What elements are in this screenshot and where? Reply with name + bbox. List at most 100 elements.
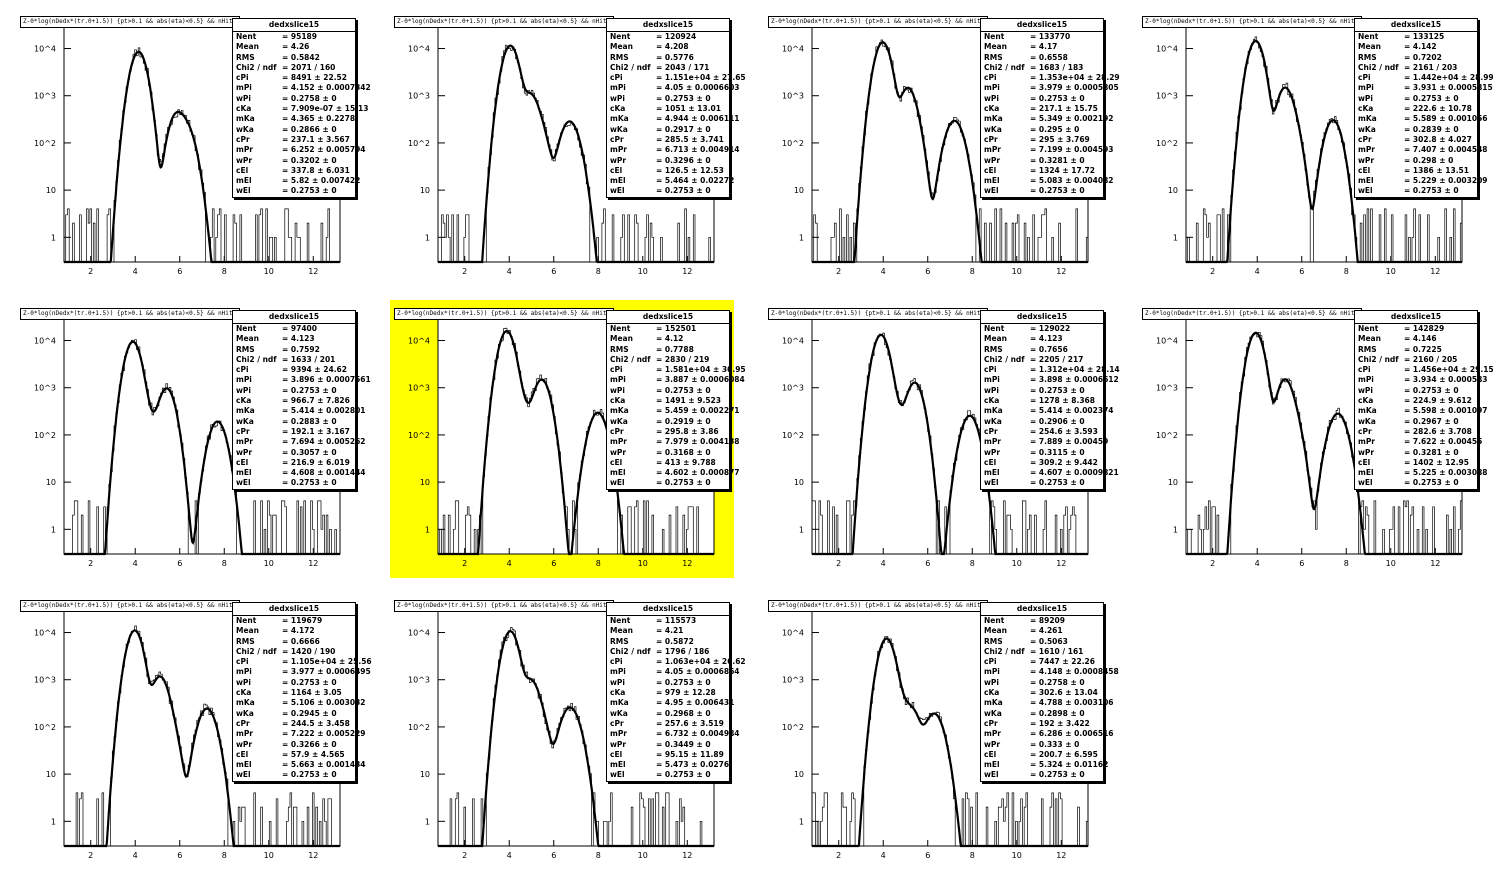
stats-key: mPr [984,437,1002,447]
stats-row: wKa = 0.2968 ± 0 [607,709,729,719]
x-tick-label: 8 [222,267,227,276]
x-tick-label: 4 [881,267,886,276]
stats-key: mKa [984,406,1003,416]
stats-row: wPi = 0.2758 ± 0 [233,94,355,104]
stats-key: mPr [610,145,628,155]
stats-key: wKa [1358,124,1376,134]
stats-value: = 5.459 ± 0.002271 [656,406,740,416]
stats-value: = 0.2753 ± 0 [282,385,337,395]
stats-key: RMS [610,636,629,646]
stats-key: cKa [236,688,252,698]
stats-row: cKa = 1491 ± 9.523 [607,396,729,406]
stats-value: = 0.6666 [282,636,320,646]
stats-box: dedxslice15 Nent = 129022 Mean = 4.123 RMS = 0… [980,310,1120,490]
stats-row: mPi = 3.979 ± 0.0005805 [981,83,1119,93]
stats-row: wKa = 0.2839 ± 0 [1355,125,1477,135]
y-tick-label: 10^3 [408,676,430,685]
stats-value: = 0.2968 ± 0 [656,708,711,718]
stats-key: cPr [236,134,250,144]
stats-box: dedxslice15 Nent = 152501 Mean = 4.12 RMS = 0.… [606,310,746,490]
histogram-pad-8[interactable]: 2 4 6 8 10 12 1 10 10^2 10^3 10^4 Z-0*log(nDedx*(tr… [1138,300,1494,578]
stats-value: = 217.1 ± 15.75 [1030,104,1098,114]
stats-key: cPr [236,426,250,436]
histogram-pad-3[interactable]: 2 4 6 8 10 12 1 10 10^2 10^3 10^4 Z-0*log(nDedx*(tr… [764,8,1120,286]
stats-key: wKa [236,416,254,426]
stats-row: cKa = 7.909e-07 ± 15.13 [233,104,368,114]
stats-key: RMS [236,636,255,646]
stats-value: = 966.7 ± 7.826 [282,396,350,406]
stats-row: wPr = 0.3057 ± 0 [233,448,355,458]
stats-value: = 4.95 ± 0.006431 [656,698,735,708]
y-tick-label: 10^2 [408,431,430,440]
stats-key: Chi2 / ndf [1358,62,1399,72]
stats-value: = 4.05 ± 0.0006864 [656,667,740,677]
fit-curve [812,333,1088,556]
histogram-pad-2[interactable]: 2 4 6 8 10 12 1 10 10^2 10^3 10^4 Z-0*log(nDedx*(tr… [390,8,746,286]
y-tick-label: 10^2 [408,723,430,732]
y-tick-label: 10 [794,478,804,487]
stats-row: cPi = 1.353e+04 ± 28.29 [981,73,1120,83]
stats-row: Mean = 4.146 [1355,334,1477,344]
stats-value: = 3.896 ± 0.0007561 [282,375,371,385]
y-tick-label: 10^4 [1156,45,1178,54]
stats-key: wEl [1358,186,1373,196]
stats-value: = 95189 [282,32,317,41]
stats-key: Chi2 / ndf [236,354,277,364]
histogram-pad-1[interactable]: 2 4 6 8 10 12 1 10 10^2 10^3 10^4 Z-0*log(nDedx*(tr… [16,8,371,286]
stats-value: = 97400 [282,324,317,333]
stats-box: dedxslice15 Nent = 97400 Mean = 4.123 RMS = 0.… [232,310,371,490]
y-tick-label: 10 [46,186,56,195]
stats-key: cEl [610,749,623,759]
stats-key: RMS [984,52,1003,62]
x-tick-label: 6 [177,559,182,568]
stats-row: wKa = 0.2906 ± 0 [981,417,1103,427]
histogram-pad-4[interactable]: 2 4 6 8 10 12 1 10 10^2 10^3 10^4 Z-0*log(nDedx*(tr… [1138,8,1494,286]
x-tick-label: 4 [881,851,886,860]
fit-curve [1186,331,1462,556]
stats-value: = 282.6 ± 3.708 [1404,426,1472,436]
stats-value: = 2205 / 217 [1030,354,1084,364]
stats-key: mPi [984,375,1000,385]
stats-row: cPr = 237.1 ± 3.567 [233,135,355,145]
stats-value: = 1278 ± 8.368 [1030,396,1095,406]
x-tick-label: 2 [1210,559,1215,568]
stats-key: mEl [610,176,626,186]
histogram-pad-11[interactable]: 2 4 6 8 10 12 1 10 10^2 10^3 10^4 Z-0*log(nDedx*(tr… [764,592,1119,870]
stats-value: = 5.324 ± 0.01162 [1030,760,1109,770]
stats-row: Nent = 133125 [1355,32,1477,42]
stats-value: = 0.3057 ± 0 [282,447,337,457]
stats-value: = 0.7225 [1404,344,1442,354]
stats-value: = 2830 / 219 [656,354,710,364]
stats-header: dedxslice15 [1355,311,1477,324]
x-tick-label: 6 [925,851,930,860]
histogram-pad-9[interactable]: 2 4 6 8 10 12 1 10 10^2 10^3 10^4 Z-0*log(nDedx*(tr… [16,592,372,870]
stats-row: cPi = 8491 ± 22.52 [233,73,355,83]
stats-key: Nent [984,324,1005,333]
histogram-pad-6[interactable]: 2 4 6 8 10 12 1 10 10^2 10^3 10^4 Z-0*log(nDedx*(tr… [390,300,746,578]
stats-key: cKa [1358,396,1374,406]
stats-key: wEl [984,478,999,488]
stats-key: wKa [1358,416,1376,426]
stats-row: cPi = 9394 ± 24.62 [233,365,355,375]
stats-key: wPr [984,739,1001,749]
stats-key: mKa [236,114,255,124]
histogram-pad-10[interactable]: 2 4 6 8 10 12 1 10 10^2 10^3 10^4 Z-0*log(nDedx*(tr… [390,592,746,870]
x-tick-label: 10 [638,559,648,568]
histogram-pad-5[interactable]: 2 4 6 8 10 12 1 10 10^2 10^3 10^4 Z-0*log(nDedx*(tr… [16,300,371,578]
stats-row: wPr = 0.333 ± 0 [981,740,1103,750]
stats-row: mEl = 5.225 ± 0.003088 [1355,468,1488,478]
stats-row: wKa = 0.2866 ± 0 [233,125,355,135]
hist-title: Z-0*log(nDedx*(tr.0+1.5)) {pt>0.1 && abs… [394,308,614,320]
stats-value: = 0.3296 ± 0 [656,155,711,165]
y-tick-label: 10^3 [34,676,56,685]
stats-key: cKa [236,104,252,114]
stats-row: cEl = 95.15 ± 11.89 [607,750,729,760]
stats-value: = 0.3202 ± 0 [282,155,337,165]
histogram-pad-7[interactable]: 2 4 6 8 10 12 1 10 10^2 10^3 10^4 Z-0*log(nDedx*(tr… [764,300,1120,578]
stats-value: = 4.172 [282,626,315,636]
stats-key: mKa [1358,406,1377,416]
stats-row: mKa = 4.944 ± 0.006111 [607,114,740,124]
x-tick-label: 12 [308,267,318,276]
stats-value: = 337.8 ± 6.031 [282,165,350,175]
